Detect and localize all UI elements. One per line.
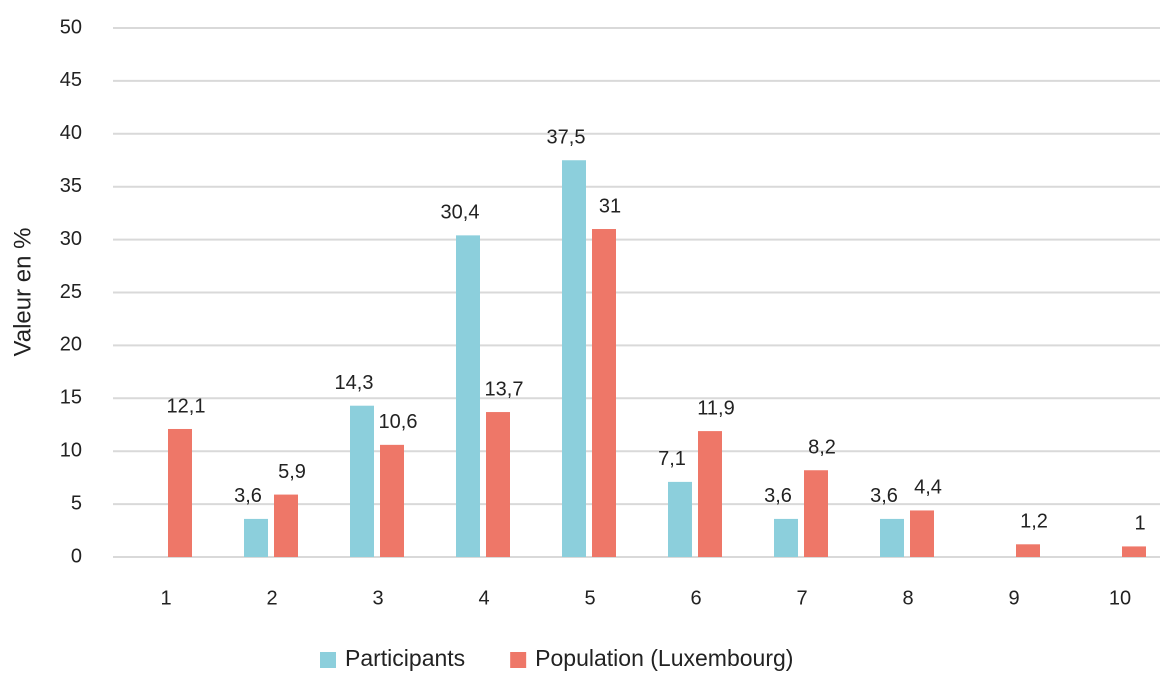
- x-tick-label: 7: [796, 587, 807, 609]
- bar: [910, 510, 934, 557]
- data-label: 7,1: [658, 448, 686, 470]
- legend-label: Population (Luxembourg): [535, 645, 793, 671]
- data-label: 11,9: [697, 397, 734, 419]
- y-tick-label: 10: [60, 439, 82, 461]
- data-label: 5,9: [278, 461, 306, 483]
- legend-swatch: [510, 652, 527, 668]
- bar: [880, 518, 904, 557]
- y-tick-label: 30: [60, 228, 82, 250]
- data-label: 1,2: [1020, 511, 1048, 533]
- y-tick-label: 20: [60, 334, 82, 356]
- y-tick-label: 45: [60, 69, 82, 91]
- bar: [774, 518, 798, 557]
- x-tick-label: 5: [584, 587, 595, 609]
- bar: [592, 229, 616, 557]
- legend-label: Participants: [345, 645, 465, 671]
- x-tick-label: 4: [478, 587, 489, 609]
- data-label: 4,4: [914, 477, 942, 499]
- bar: [244, 518, 268, 557]
- x-tick-label: 8: [902, 587, 913, 609]
- x-tick-label: 10: [1109, 587, 1131, 609]
- data-label: 3,6: [870, 485, 898, 507]
- y-axis-label: Valeur en %: [9, 228, 36, 357]
- x-tick-label: 1: [160, 587, 171, 609]
- bar: [168, 428, 192, 557]
- data-label: 13,7: [485, 378, 524, 400]
- bar: [380, 444, 404, 557]
- data-label: 14,3: [335, 372, 374, 394]
- data-label: 12,1: [167, 395, 206, 417]
- x-tick-label: 6: [690, 587, 701, 609]
- bar: [350, 405, 374, 557]
- bar: [274, 494, 298, 557]
- bar: [668, 481, 692, 557]
- data-label: 1: [1134, 513, 1145, 535]
- y-tick-label: 0: [71, 545, 82, 567]
- x-tick-label: 2: [266, 587, 277, 609]
- bar: [486, 412, 510, 557]
- data-label: 3,6: [234, 485, 262, 507]
- data-label: 10,6: [379, 411, 418, 433]
- legend-swatch: [320, 652, 336, 668]
- bar: [1122, 546, 1146, 557]
- bar: [698, 431, 722, 557]
- data-label: 30,4: [441, 202, 480, 224]
- bar: [562, 160, 586, 557]
- x-tick-label: 3: [372, 587, 383, 609]
- y-tick-label: 50: [60, 16, 82, 38]
- y-tick-label: 40: [60, 122, 82, 144]
- y-tick-label: 5: [71, 492, 82, 514]
- y-tick-label: 15: [60, 387, 82, 409]
- data-label: 37,5: [547, 127, 586, 149]
- data-label: 8,2: [808, 437, 836, 459]
- data-label: 3,6: [764, 485, 792, 507]
- data-label: 31: [599, 195, 621, 217]
- y-tick-label: 35: [60, 175, 82, 197]
- bar: [456, 235, 480, 558]
- y-tick-label: 25: [60, 281, 82, 303]
- x-tick-label: 9: [1008, 587, 1019, 609]
- bar: [1016, 544, 1040, 557]
- bar: [804, 470, 828, 557]
